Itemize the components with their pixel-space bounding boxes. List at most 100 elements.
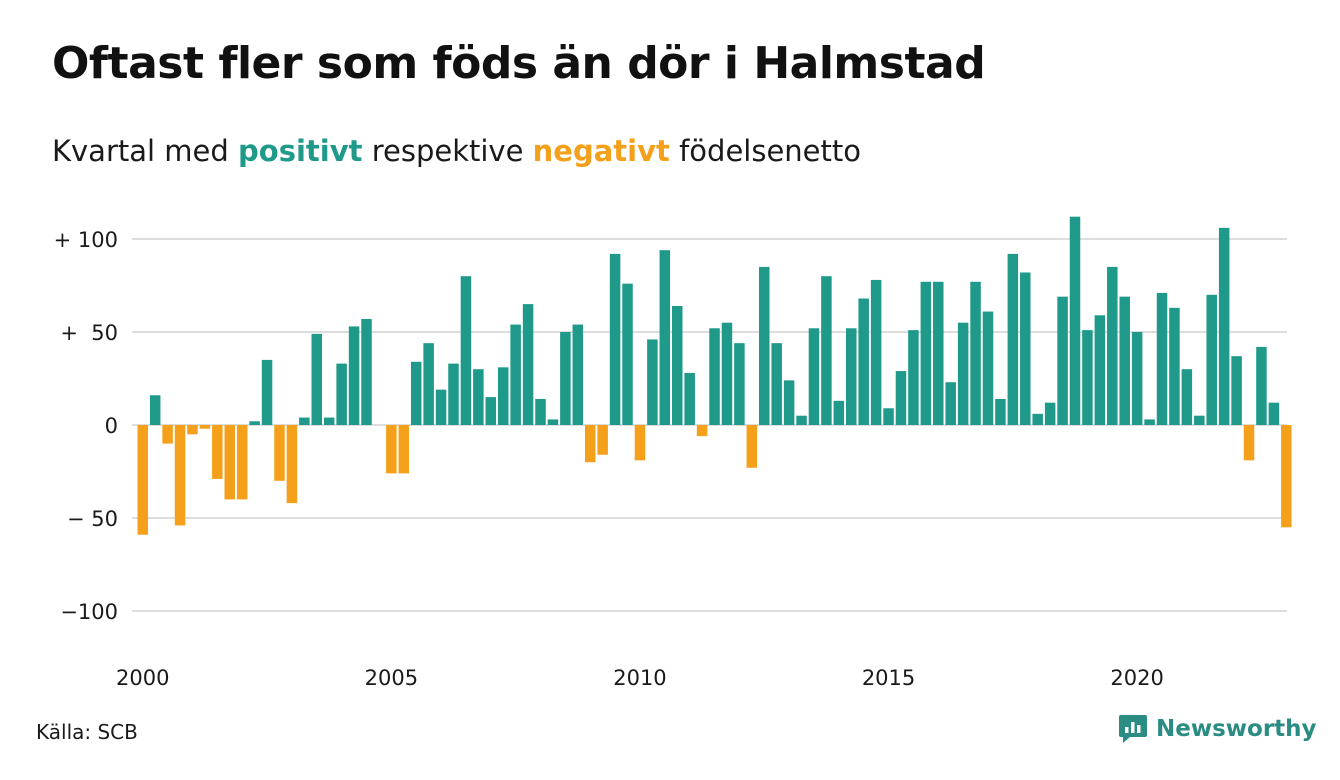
x-tick-label: 2000	[116, 666, 169, 690]
bar	[1243, 425, 1255, 461]
x-tick-label: 2015	[862, 666, 915, 690]
bar	[945, 382, 956, 425]
bar	[970, 281, 981, 425]
bar	[497, 367, 509, 425]
bar	[721, 322, 733, 425]
bar	[174, 425, 186, 526]
bar	[821, 276, 832, 425]
bar	[1231, 356, 1242, 425]
bar	[336, 363, 347, 425]
subtitle-positive-word: positivt	[238, 134, 363, 168]
bar	[584, 425, 596, 463]
subtitle-negative-word: negativt	[532, 134, 670, 168]
bar	[1156, 292, 1168, 425]
bar	[473, 369, 484, 425]
bar	[547, 419, 559, 425]
y-tick-label: + 50	[60, 321, 118, 345]
bar	[908, 330, 919, 425]
bar	[1194, 415, 1205, 425]
bar	[386, 425, 397, 474]
bar	[187, 425, 198, 435]
bar	[1206, 294, 1217, 425]
y-tick-label: 0	[105, 414, 118, 438]
bar	[1218, 227, 1230, 425]
bar	[448, 363, 459, 425]
bar	[1281, 425, 1292, 528]
bar	[236, 425, 248, 500]
bar	[398, 425, 410, 474]
x-tick-label: 2010	[613, 666, 666, 690]
bar	[560, 332, 571, 425]
bar	[746, 425, 758, 468]
subtitle-suffix: födelsenetto	[679, 134, 861, 168]
bar	[1044, 402, 1056, 425]
bar	[1007, 253, 1019, 425]
bar	[162, 425, 173, 444]
bar	[895, 371, 907, 425]
bar	[870, 279, 882, 425]
bar	[696, 425, 708, 437]
bar	[535, 398, 546, 425]
bar	[1107, 266, 1118, 425]
bar	[808, 328, 820, 425]
bar	[771, 343, 782, 425]
chart-subtitle: Kvartal med positivt respektive negativt…	[52, 134, 861, 168]
bar	[609, 253, 621, 425]
bar	[1032, 413, 1043, 425]
bar	[1094, 315, 1106, 425]
bar	[796, 415, 807, 425]
bar	[522, 304, 534, 425]
bar	[957, 322, 969, 425]
bar	[348, 326, 360, 425]
bar	[709, 328, 720, 425]
y-tick-label: + 100	[54, 228, 118, 252]
bar	[199, 425, 211, 429]
bar	[920, 281, 932, 425]
chart-title: Oftast fler som föds än dör i Halmstad	[52, 38, 986, 89]
bar	[659, 250, 671, 425]
bar	[759, 266, 770, 425]
bar	[1131, 332, 1143, 425]
bar	[423, 343, 434, 425]
bar	[1268, 402, 1280, 425]
bar	[149, 395, 161, 425]
bar	[1057, 296, 1068, 425]
bar	[1020, 272, 1031, 425]
x-tick-label: 2005	[365, 666, 418, 690]
bar	[460, 276, 472, 425]
bar	[249, 421, 260, 425]
bar	[435, 389, 447, 425]
bar	[647, 339, 658, 425]
y-axis-ticks: + 100 + 50 0 − 50 −100	[54, 228, 118, 624]
bar	[311, 333, 323, 425]
bar	[410, 361, 422, 425]
bar	[361, 318, 372, 425]
subtitle-prefix: Kvartal med	[52, 134, 229, 168]
bar	[833, 400, 845, 425]
bar	[1082, 330, 1093, 425]
bar	[982, 311, 994, 425]
bar	[137, 425, 148, 535]
y-tick-label: − 50	[67, 507, 118, 531]
bar	[634, 425, 646, 461]
bar	[883, 408, 894, 425]
bar	[261, 359, 273, 425]
bar	[1069, 216, 1081, 425]
bar	[783, 380, 795, 425]
bar	[671, 305, 683, 425]
brand-name: Newsworthy	[1156, 716, 1317, 742]
newsworthy-logo-icon	[1119, 715, 1147, 743]
bar	[572, 324, 584, 425]
bar	[1119, 296, 1130, 425]
bar	[933, 281, 944, 425]
bar	[684, 372, 695, 425]
bar	[1181, 369, 1193, 425]
bar	[597, 425, 608, 455]
bar	[1144, 419, 1155, 425]
bar	[212, 425, 223, 479]
x-axis-ticks: 2000 2005 2010 2015 2020	[116, 666, 1164, 690]
bar	[274, 425, 285, 481]
brand-logo[interactable]: Newsworthy	[1118, 713, 1317, 745]
bar	[846, 328, 857, 425]
